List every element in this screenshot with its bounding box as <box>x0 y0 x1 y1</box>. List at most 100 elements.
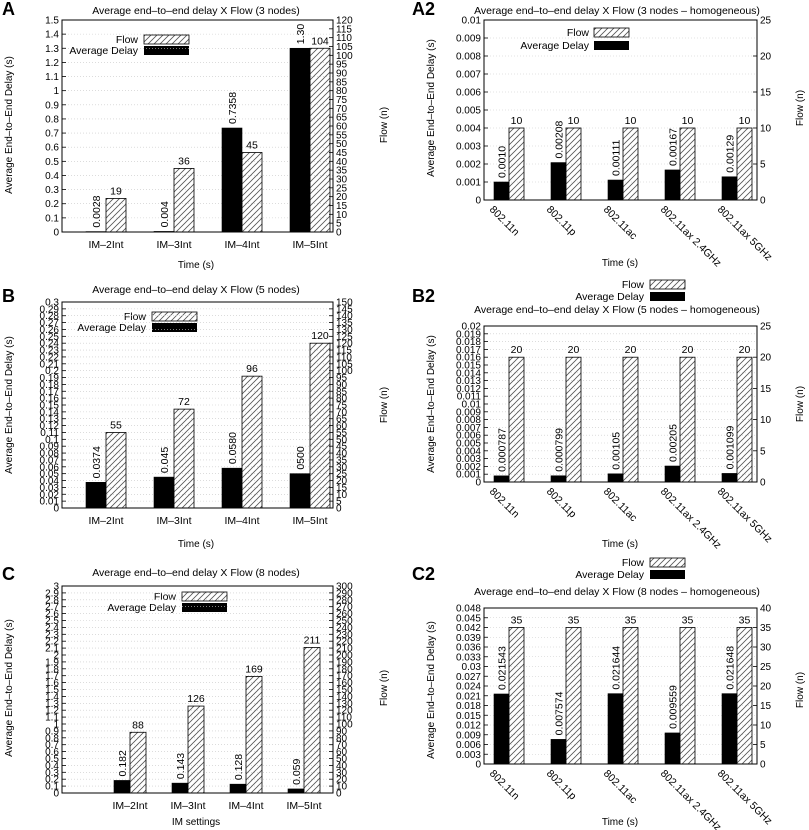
y-tick-label: 0.008 <box>456 52 481 63</box>
bar-average-delay <box>113 780 131 794</box>
y-tick-label: 0.3 <box>45 298 59 309</box>
y2-tick-label: 240 <box>336 623 353 634</box>
data-label-delay: 0.0374 <box>91 446 103 478</box>
plot-frame <box>61 19 334 233</box>
y2-axis-label: Flow (n) <box>379 670 390 706</box>
y-tick-label: 0.27 <box>40 318 60 329</box>
data-label-delay: 0.021644 <box>611 646 623 690</box>
y-tick-label: 0.6 <box>45 747 59 758</box>
y-tick-label: 0 <box>475 196 481 207</box>
y2-tick-label: 160 <box>336 678 353 689</box>
data-label-flow: 35 <box>511 615 523 627</box>
y-tick-label: 0.25 <box>40 332 60 343</box>
y-axis-label: Average End–to–End Delay (s) <box>4 56 15 194</box>
bar-average-delay <box>221 467 243 509</box>
data-label-flow: 35 <box>625 615 637 627</box>
bar-average-delay <box>721 176 738 201</box>
y2-tick-label: 300 <box>336 582 353 593</box>
data-label-flow: 72 <box>178 396 190 408</box>
y2-tick-label: 110 <box>336 713 352 724</box>
y2-tick-label: 100 <box>336 366 353 377</box>
legend-delay-label: Average Delay <box>575 569 644 581</box>
x-axis-label: Time (s) <box>178 260 214 271</box>
data-label-delay: 0.128 <box>233 754 245 780</box>
chart-b: 00.010.020.030.040.050.060.070.080.090.1… <box>40 298 354 528</box>
y-tick-label: 1.7 <box>45 671 59 682</box>
y2-tick-label: 25 <box>760 322 772 333</box>
y-tick-label: 2.2 <box>45 637 59 648</box>
y-tick-label: 2.3 <box>45 630 59 641</box>
y-tick-label: 0.4 <box>45 761 59 772</box>
data-label-flow: 20 <box>739 344 751 356</box>
bar-average-delay <box>493 181 510 201</box>
y2-tick-label: 15 <box>336 201 348 212</box>
bar-average-delay <box>229 783 247 794</box>
panel-letter: B2 <box>412 286 435 306</box>
y2-tick-label: 0 <box>760 196 766 207</box>
y-tick-label: 0.06 <box>40 462 60 473</box>
bar-flow <box>105 432 127 509</box>
data-label-delay: 0.182 <box>117 750 129 776</box>
panel-letter: C2 <box>412 564 435 584</box>
y-tick-label: 0.007 <box>456 423 481 434</box>
bar-average-delay <box>607 473 624 483</box>
y2-axis-label: Flow (n) <box>795 672 806 708</box>
y-tick-label: 0.09 <box>40 442 60 453</box>
y-tick-label: 0.006 <box>456 88 481 99</box>
y-tick-label: 0.01 <box>40 497 60 508</box>
y-tick-label: 0.8 <box>45 114 59 125</box>
y-axis-label: Average End–to–End Delay (s) <box>426 335 437 473</box>
y2-tick-label: 230 <box>336 630 353 641</box>
data-label-delay: 0.001099 <box>725 425 737 469</box>
data-label-flow: 10 <box>511 115 523 127</box>
y-tick-label: 0 <box>475 478 481 489</box>
y-tick-label: 2.5 <box>45 616 59 627</box>
y2-tick-label: 30 <box>336 462 348 473</box>
y-tick-label: 1.3 <box>45 699 59 710</box>
data-label-delay: 0.0580 <box>227 432 239 464</box>
data-label-flow: 35 <box>739 615 751 627</box>
y2-tick-label: 140 <box>336 692 353 703</box>
y-tick-label: 0.019 <box>456 329 481 340</box>
y2-tick-label: 60 <box>336 421 348 432</box>
legend: Flow Average Delay <box>77 311 198 334</box>
bar-average-delay <box>289 473 311 509</box>
bar-flow <box>679 627 696 765</box>
bar-average-delay <box>85 231 107 233</box>
x-tick-label: IM–3Int <box>156 515 191 527</box>
x-tick-label: IM–4Int <box>224 515 259 527</box>
panel-title: Average end–to–end delay X Flow (5 nodes… <box>474 304 760 316</box>
x-tick-label: IM–5Int <box>292 239 327 251</box>
x-tick-label: 802.11p <box>544 768 579 803</box>
x-tick-label: IM–2Int <box>88 239 123 251</box>
data-label-flow: 211 <box>304 634 321 646</box>
y2-tick-label: 30 <box>760 643 772 654</box>
y-tick-label: 0.28 <box>40 311 60 322</box>
y-tick-label: 0.05 <box>40 469 60 480</box>
y2-tick-label: 50 <box>336 139 348 150</box>
bar-flow <box>622 127 639 201</box>
bar-flow <box>622 627 639 765</box>
y2-tick-label: 20 <box>336 192 348 203</box>
y2-tick-label: 35 <box>336 455 348 466</box>
x-axis-label: Time (s) <box>602 817 638 828</box>
data-label-flow: 20 <box>511 344 523 356</box>
y-tick-label: 1 <box>53 86 59 97</box>
x-tick-label: IM–4Int <box>228 800 263 812</box>
y-tick-label: 0.3 <box>45 185 59 196</box>
panel-letter: A2 <box>412 0 435 19</box>
y-tick-label: 0.5 <box>45 754 59 765</box>
x-tick-label: IM–4Int <box>224 239 259 251</box>
data-label-delay: 0.00208 <box>554 120 566 158</box>
legend-delay-swatch <box>152 323 197 332</box>
y-tick-label: 0.18 <box>40 380 60 391</box>
bar-flow <box>187 705 205 794</box>
bar-average-delay <box>607 693 624 765</box>
bar-average-delay <box>493 475 510 483</box>
data-label-delay: 0.000799 <box>554 428 566 472</box>
y-tick-label: 0.26 <box>40 325 60 336</box>
data-label-flow: 35 <box>568 615 580 627</box>
legend-delay-swatch <box>650 570 685 579</box>
y-tick-label: 0.012 <box>456 721 481 732</box>
chart-c: 00.10.20.30.40.50.60.70.80.911.11.21.31.… <box>45 582 353 813</box>
